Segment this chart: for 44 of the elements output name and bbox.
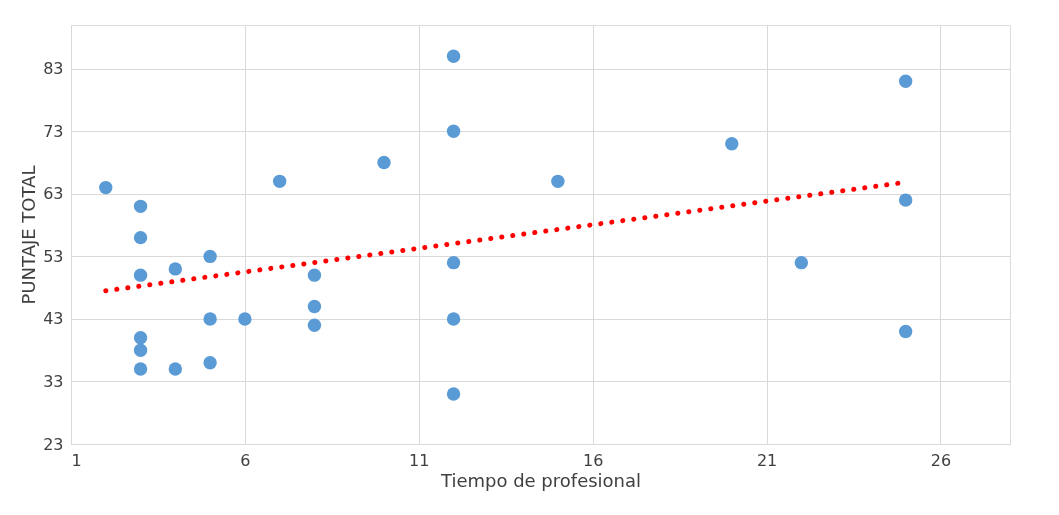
x-tick-label: 21 <box>756 450 778 470</box>
y-tick-label: 73 <box>43 121 64 141</box>
point <box>168 262 183 276</box>
x-tick-label: 16 <box>582 450 604 470</box>
point <box>272 174 287 189</box>
point <box>168 362 183 376</box>
point <box>203 356 217 370</box>
point <box>99 180 113 195</box>
point <box>446 49 461 63</box>
y-tick-label: 23 <box>43 434 64 454</box>
point <box>446 312 461 326</box>
point <box>898 324 913 339</box>
point <box>203 249 217 264</box>
point <box>133 230 148 245</box>
point <box>446 124 461 139</box>
point <box>307 318 322 332</box>
y-tick-label: 63 <box>43 184 64 204</box>
point <box>203 312 217 326</box>
x-tick-label: 6 <box>240 450 251 470</box>
x-axis-title: Tiempo de profesional <box>439 469 642 491</box>
point <box>133 330 148 345</box>
point <box>794 255 809 270</box>
point <box>551 174 565 189</box>
y-tick-label: 43 <box>43 309 64 329</box>
y-tick-label: 53 <box>43 246 64 266</box>
point <box>446 255 461 270</box>
y-tick-label: 33 <box>43 371 64 391</box>
point <box>307 299 322 314</box>
point <box>898 193 913 207</box>
point <box>238 312 252 326</box>
point <box>898 74 913 88</box>
x-tick-label: 11 <box>409 450 430 470</box>
y-tick-label: 83 <box>43 59 64 79</box>
x-tick-label: 26 <box>930 450 952 470</box>
point <box>446 387 461 401</box>
y-axis-title: PUNTAJE TOTAL <box>18 165 40 305</box>
x-tick-label: 1 <box>71 450 82 470</box>
point <box>725 137 739 151</box>
point <box>133 199 148 214</box>
point <box>133 362 148 376</box>
point <box>307 268 322 282</box>
point <box>133 343 148 357</box>
point <box>133 268 148 282</box>
point <box>377 155 391 170</box>
